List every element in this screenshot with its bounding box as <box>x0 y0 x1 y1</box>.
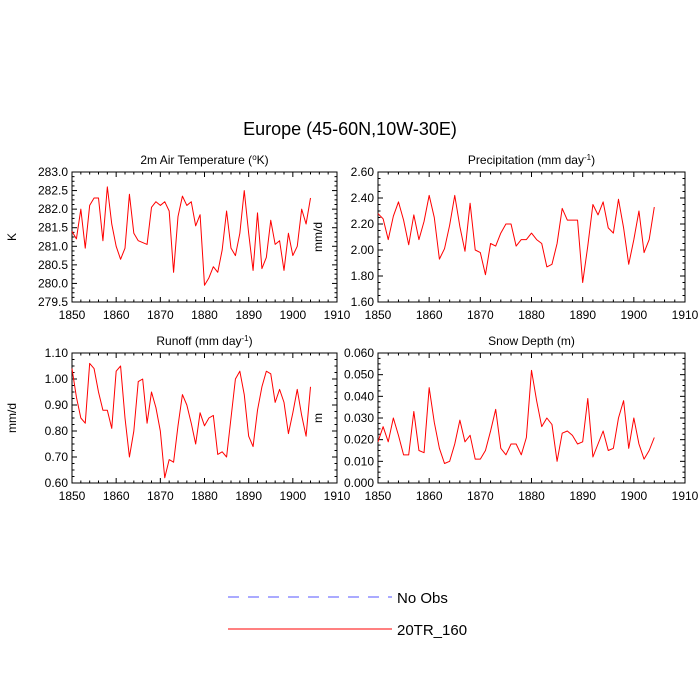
x-tick-label: 1890 <box>569 308 596 322</box>
y-tick-label: 280.0 <box>38 276 68 290</box>
y-tick-label: 281.0 <box>38 239 68 253</box>
x-tick-label: 1910 <box>324 489 351 503</box>
x-tick-label: 1900 <box>279 489 306 503</box>
y-tick-label: 1.80 <box>351 269 375 283</box>
legend: No Obs 20TR_160 <box>228 590 467 639</box>
x-tick-label: 1890 <box>235 489 262 503</box>
panel-title-text: Runoff (mm day <box>156 334 241 348</box>
y-tick-label: 282.0 <box>38 202 68 216</box>
panel-3: Runoff (mm day-1) 0.60 0.70 0.80 0.90 1.00 1.1… <box>5 334 351 504</box>
x-tick-label: 1850 <box>59 308 86 322</box>
x-tick-label: 1890 <box>569 489 596 503</box>
x-tick-label: 1880 <box>191 489 218 503</box>
x-tick-label: 1860 <box>416 308 443 322</box>
y-tick-label: 0.040 <box>344 389 374 403</box>
y-tick-label: 1.10 <box>45 346 69 360</box>
series-line-20tr-160 <box>71 186 311 286</box>
y-tick-label: 2.20 <box>351 217 375 231</box>
y-tick-label: 0.90 <box>45 398 69 412</box>
x-tick-label: 1850 <box>365 489 392 503</box>
panel-4: Snow Depth (m) 0.000 0.010 0.020 0.030 0.040 0… <box>311 334 699 503</box>
panel-title-superscript: -1 <box>242 334 250 343</box>
figure-title: Europe (45-60N,10W-30E) <box>243 119 457 139</box>
plot-frame <box>71 352 338 484</box>
panel-title-text: 2m Air Temperature ( <box>140 153 252 167</box>
x-tick-label: 1870 <box>147 308 174 322</box>
y-tick-label: 0.60 <box>45 476 69 490</box>
x-tick-label: 1850 <box>365 308 392 322</box>
legend-label-2: 20TR_160 <box>397 622 467 639</box>
y-tick-label: 281.5 <box>38 221 68 235</box>
y-tick-label: 0.050 <box>344 368 374 382</box>
x-tick-label: 1880 <box>518 489 545 503</box>
x-tick-label: 1910 <box>672 308 699 322</box>
x-tick-label: 1860 <box>103 308 130 322</box>
y-tick-label: 0.010 <box>344 454 374 468</box>
x-tick-label: 1870 <box>147 489 174 503</box>
y-tick-label: 1.60 <box>351 295 375 309</box>
panel-title-text-end: K) <box>257 153 269 167</box>
y-tick-label: 1.00 <box>45 372 69 386</box>
y-axis-label: mm/d <box>5 403 19 433</box>
panel-title: 2m Air Temperature (oK) <box>140 153 268 168</box>
x-tick-label: 1900 <box>620 489 647 503</box>
panel-title-text: Snow Depth (m) <box>488 334 575 348</box>
x-tick-label: 1880 <box>518 308 545 322</box>
plot-frame <box>377 171 686 303</box>
x-tick-label: 1870 <box>467 308 494 322</box>
y-tick-label: 279.5 <box>38 295 68 309</box>
x-tick-label: 1910 <box>672 489 699 503</box>
x-tick-label: 1910 <box>324 308 351 322</box>
y-axis-label: K <box>5 233 19 241</box>
x-tick-label: 1890 <box>235 308 262 322</box>
panel-title-superscript: -1 <box>584 153 592 162</box>
y-tick-label: 283.0 <box>38 165 68 179</box>
panel-title-superscript: o <box>252 153 257 162</box>
y-axis-label: m <box>311 413 325 423</box>
series-line-20tr-160 <box>71 362 311 479</box>
panel-title-text-end: ) <box>591 153 595 167</box>
y-tick-label: 0.80 <box>45 424 69 438</box>
x-tick-label: 1880 <box>191 308 218 322</box>
panel-title: Precipitation (mm day-1) <box>468 153 595 168</box>
x-tick-label: 1860 <box>416 489 443 503</box>
x-tick-label: 1870 <box>467 489 494 503</box>
panels: 2m Air Temperature (oK)279.5280.0280.528… <box>5 153 699 504</box>
series-line-20tr-160 <box>377 369 655 464</box>
panel-title: Runoff (mm day-1) <box>156 334 252 349</box>
y-tick-label: 280.5 <box>38 258 68 272</box>
series-line-20tr-160 <box>377 194 655 283</box>
y-tick-label: 0.030 <box>344 411 374 425</box>
y-tick-label: 0.70 <box>45 450 69 464</box>
panel-title-text: Precipitation (mm day <box>468 153 584 167</box>
y-tick-label: 2.40 <box>351 191 375 205</box>
y-axis-label: mm/d <box>311 222 325 252</box>
panel-1: 2m Air Temperature (oK) 279.5 280.0 280.5 28… <box>5 153 351 323</box>
y-tick-label: 282.5 <box>38 184 68 198</box>
x-tick-label: 1860 <box>103 489 130 503</box>
y-tick-label: 0.060 <box>344 346 374 360</box>
y-tick-label: 2.60 <box>351 165 375 179</box>
panel-2: Precipitation (mm day-1) 1.60 1.80 2.00 2.20… <box>311 153 699 323</box>
legend-label-1: No Obs <box>397 590 448 607</box>
panel-title: Snow Depth (m) <box>488 334 575 348</box>
y-tick-label: 2.00 <box>351 243 375 257</box>
y-tick-label: 0.020 <box>344 433 374 447</box>
panel-title-text-end: ) <box>249 334 253 348</box>
x-tick-label: 1900 <box>620 308 647 322</box>
x-tick-label: 1900 <box>279 308 306 322</box>
x-tick-label: 1850 <box>59 489 86 503</box>
y-tick-label: 0.000 <box>344 476 374 490</box>
